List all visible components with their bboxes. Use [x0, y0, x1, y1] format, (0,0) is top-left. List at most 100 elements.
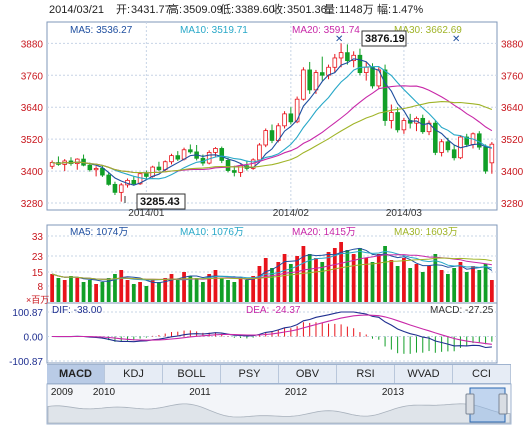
candle-down [319, 72, 325, 76]
candle-up [137, 173, 143, 185]
volume-bar [376, 254, 381, 302]
volume-bar [125, 280, 130, 302]
volume-tick-label: 33 [32, 232, 44, 243]
macd-legend-item: DEA: -24.37 [246, 305, 301, 316]
volume-bar [439, 270, 444, 302]
low-annotation-box [136, 193, 186, 210]
ma30-line [52, 101, 493, 174]
timeline-years: 2009 2010 2011 2012 2013 [51, 387, 405, 398]
volume-bar [87, 280, 92, 302]
candle-down [345, 52, 350, 62]
candle-up [313, 72, 319, 91]
volume-bar [157, 282, 161, 302]
volume-bar [282, 254, 287, 302]
volume-bar [433, 254, 438, 302]
date-label: 2014/01 [128, 208, 165, 219]
timeline-year-label: 2013 [382, 387, 405, 398]
tab-obv[interactable]: OBV [279, 365, 337, 383]
volume-bar [100, 282, 105, 302]
volume-bar [358, 248, 362, 302]
candle-down [433, 122, 438, 153]
candle-up [74, 158, 80, 165]
tab-cci[interactable]: CCI [453, 365, 511, 383]
volume-bar [446, 274, 450, 302]
volume-bar [383, 246, 387, 302]
volume-bar [402, 258, 406, 302]
volume-bar [232, 282, 237, 302]
volume-bar [389, 260, 394, 302]
timeline-handle-left[interactable] [465, 393, 475, 415]
volume-bar [175, 280, 180, 302]
macd-legend-item: MACD: -27.25 [430, 305, 494, 316]
volume-bar [238, 278, 243, 302]
volume-bar [351, 254, 356, 302]
candle-down [288, 113, 294, 123]
tab-kdj[interactable]: KDJ [105, 365, 163, 383]
candle-down [175, 155, 181, 160]
volume-bar [81, 282, 86, 302]
candle-down [232, 170, 237, 173]
volume-bar [270, 268, 274, 302]
volume-legend-item: MA10: 1076万 [180, 227, 244, 238]
volume-unit: ×百万 [26, 295, 49, 305]
macd-tick-label: 0.00 [24, 333, 44, 344]
volume-bar [370, 262, 375, 302]
high-annotation-label: 3876.19 [365, 33, 405, 45]
header-high: 3509.09 [183, 4, 223, 16]
tab-boll[interactable]: BOLL [163, 365, 221, 383]
timeline-year-label: 2012 [285, 387, 308, 398]
marker-right: ✕ [452, 34, 460, 45]
volume-bar [332, 248, 337, 302]
volume-bar [395, 266, 400, 302]
ma-legend-item: MA20: 3591.74 [292, 25, 360, 36]
tab-psy[interactable]: PSY [221, 365, 279, 383]
tab-rsi[interactable]: RSI [337, 365, 395, 383]
volume-bar [452, 268, 457, 302]
volume-bar [131, 284, 136, 302]
low-annotation-label: 3285.43 [140, 196, 180, 208]
candle-down [100, 168, 105, 176]
candle-down [357, 54, 363, 73]
ma5-line [52, 58, 493, 186]
candle-down [87, 164, 93, 171]
candle-up [439, 141, 444, 153]
candle-up [206, 152, 212, 164]
candle-up [363, 66, 369, 73]
macd-tick-label: 100.87 [12, 308, 43, 319]
tab-macd[interactable]: MACD [47, 365, 105, 383]
candle-up [282, 113, 287, 127]
indicator-tabs: MACD KDJ BOLL PSY OBV RSI WVAD CCI [47, 364, 511, 384]
header-low-label: 低: [220, 3, 234, 16]
header-volume-label: 量: [324, 3, 338, 16]
volume-bar [188, 276, 193, 302]
volume-bar [163, 278, 168, 302]
volume-ma30-line [51, 257, 492, 280]
candle-up [118, 184, 124, 193]
volume-bar [138, 282, 142, 302]
candle-down [307, 69, 312, 91]
candle-down [112, 183, 118, 193]
volume-bar [113, 274, 117, 302]
volume-tick-label: 15 [32, 268, 44, 279]
price-tick-label: 3760 [21, 71, 44, 82]
volume-ma5-line [51, 247, 493, 284]
tab-wvad[interactable]: WVAD [395, 365, 453, 383]
volume-bar [477, 270, 482, 302]
timeline-handle-right[interactable] [498, 393, 508, 415]
candle-down [483, 146, 488, 172]
volume-bar [75, 278, 80, 302]
macd-tick-label: -100.87 [9, 357, 43, 368]
macd-lines [52, 311, 492, 349]
low-annotation: 3285.43 [124, 193, 186, 210]
volume-legend: MA5: 1074万 MA10: 1076万 MA20: 1415万 MA30: 16… [70, 227, 458, 238]
header: 2014/03/21 开: 3431.77 高: 3509.09 低: 3389… [49, 2, 423, 16]
candle-down [188, 149, 193, 153]
header-high-label: 高: [168, 2, 182, 16]
price-tick-label: 3400 [21, 167, 44, 178]
candle-up [401, 120, 407, 131]
volume-bar [414, 264, 419, 302]
date-labels: 2014/01 2014/02 2014/03 [128, 208, 422, 219]
timeline-navigator[interactable]: 2009 2010 2011 2012 2013 [46, 383, 512, 425]
candle-up [489, 143, 495, 164]
